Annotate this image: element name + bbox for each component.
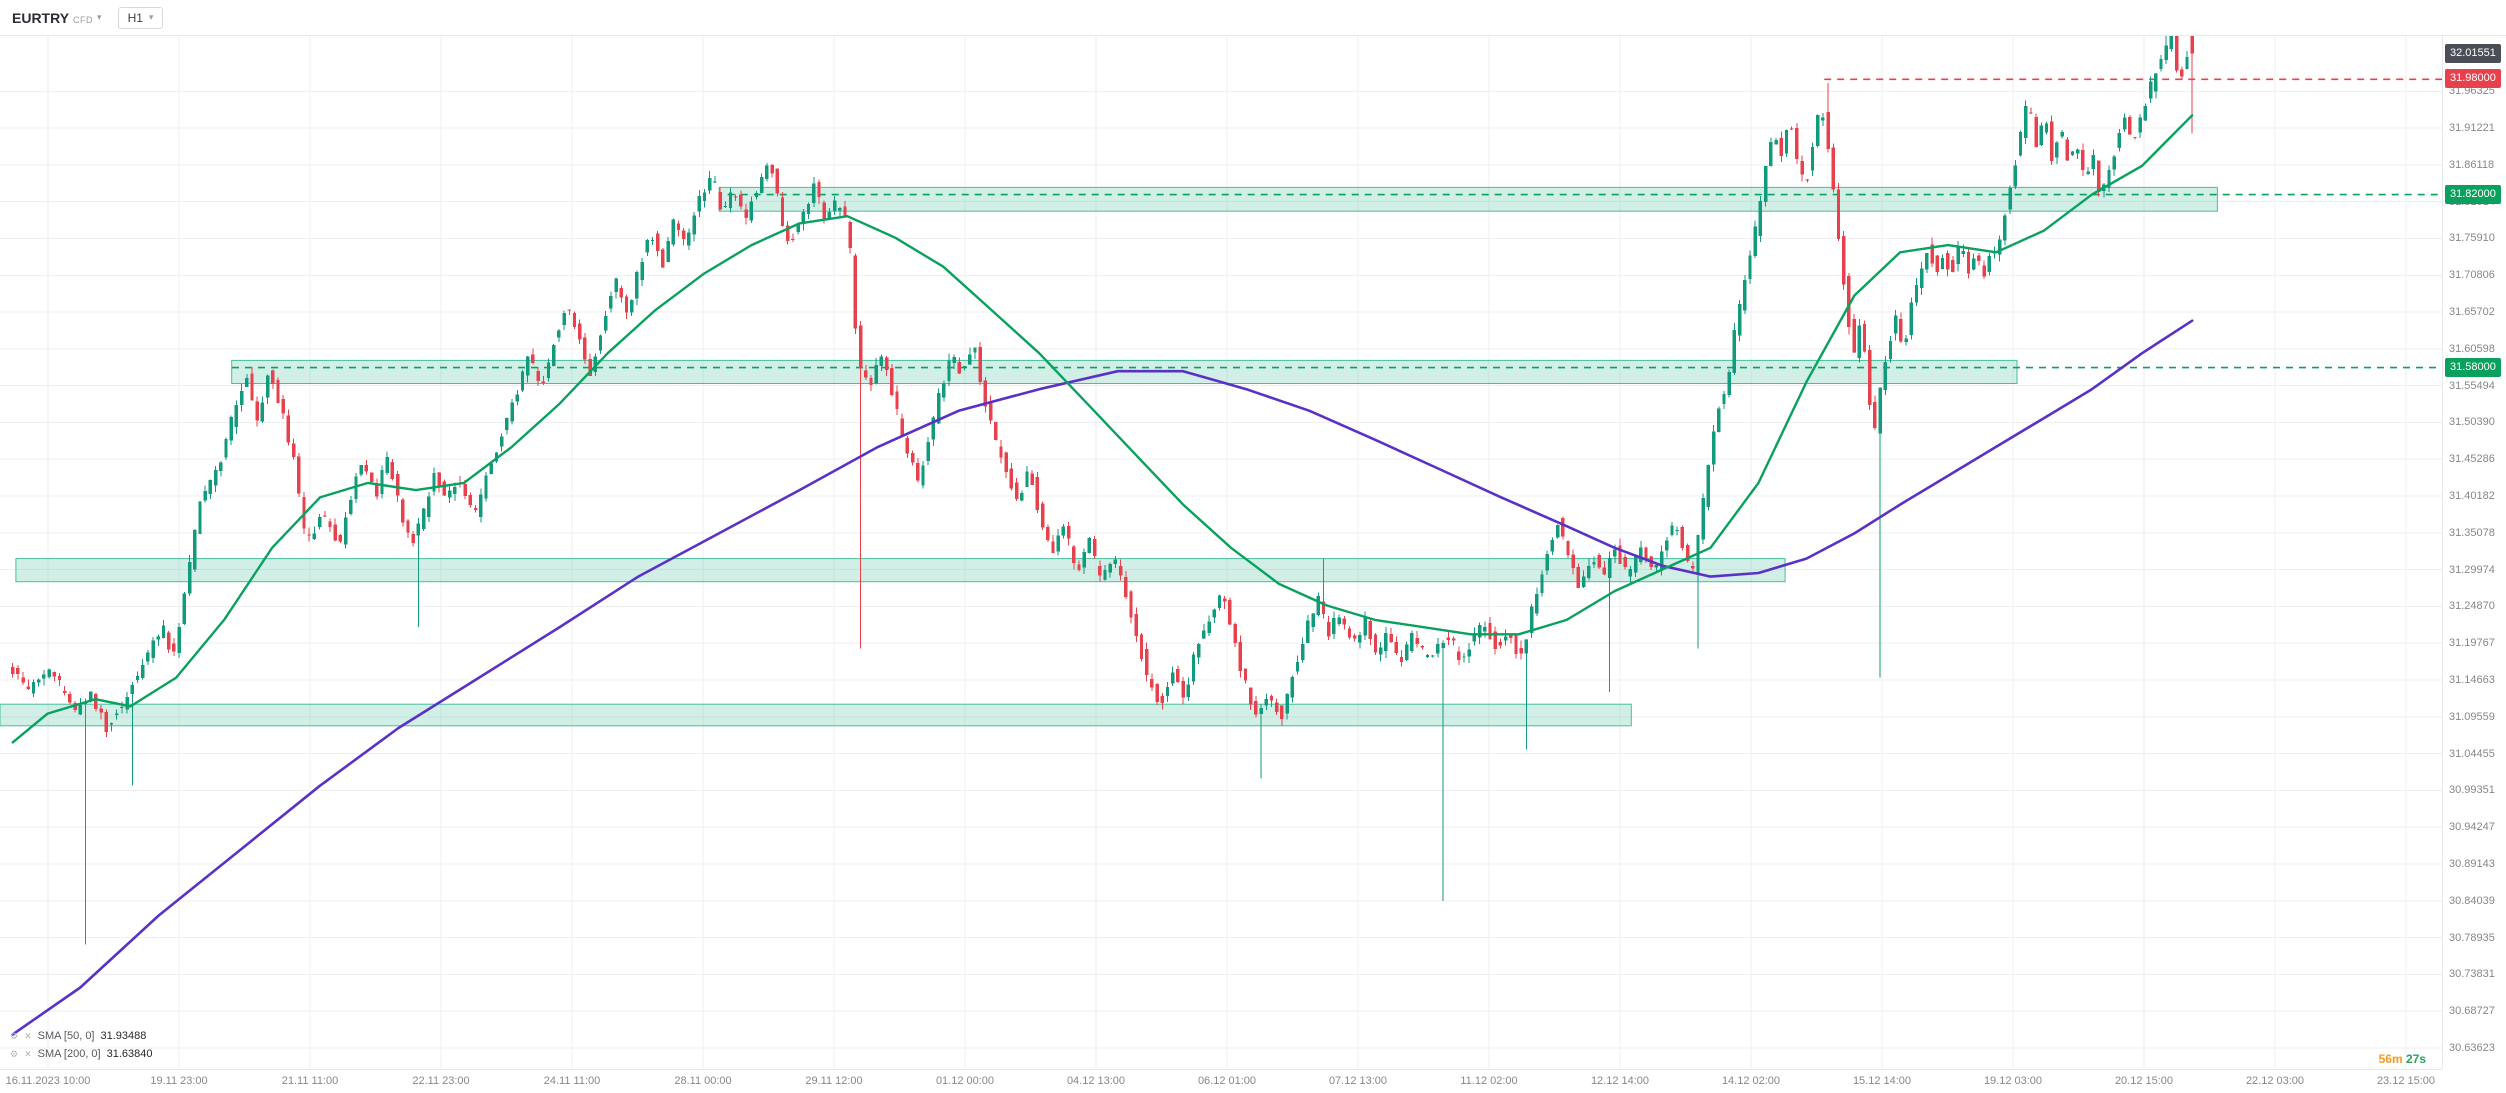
chevron-down-icon: ▾ bbox=[148, 12, 154, 22]
price-tick-label: 30.84039 bbox=[2449, 894, 2495, 907]
price-tick-label: 31.35078 bbox=[2449, 526, 2495, 539]
sma200-label: SMA [200, 0] bbox=[37, 1048, 101, 1060]
timeframe-selector[interactable]: H1 ▾ bbox=[117, 6, 164, 29]
price-tick-label: 31.24870 bbox=[2449, 600, 2495, 613]
candles bbox=[11, 36, 2194, 945]
price-tick-label: 31.29974 bbox=[2449, 563, 2495, 576]
time-tick-label: 28.11 00:00 bbox=[674, 1075, 732, 1087]
price-tick-label: 31.75910 bbox=[2449, 232, 2495, 245]
time-tick-label: 11.12 02:00 bbox=[1460, 1075, 1518, 1087]
settings-icon[interactable]: ⚙ bbox=[10, 1030, 19, 1041]
symbol-type-label: CFD bbox=[73, 14, 94, 25]
sma50-legend-row: ⚙ ✕ SMA [50, 0] 31.93488 bbox=[10, 1027, 153, 1045]
price-tick-label: 30.68727 bbox=[2449, 1005, 2495, 1018]
price-tick-label: 31.04455 bbox=[2449, 747, 2495, 760]
time-tick-label: 06.12 01:00 bbox=[1197, 1075, 1257, 1087]
supply-demand-zone[interactable] bbox=[15, 558, 1786, 583]
price-tick-label: 31.70806 bbox=[2449, 269, 2495, 282]
price-tick-label: 31.09559 bbox=[2449, 710, 2495, 723]
time-tick-label: 07.12 13:00 bbox=[1328, 1075, 1388, 1087]
price-tick-label: 30.94247 bbox=[2449, 821, 2495, 834]
time-tick-label: 29.11 12:00 bbox=[805, 1075, 863, 1087]
time-tick-label: 19.11 23:00 bbox=[150, 1075, 208, 1087]
chevron-down-icon: ▾ bbox=[97, 12, 102, 22]
price-tick-label: 31.45286 bbox=[2449, 453, 2495, 466]
close-icon[interactable]: ✕ bbox=[24, 1030, 32, 1041]
time-tick-label: 21.11 11:00 bbox=[281, 1075, 339, 1087]
time-tick-label: 24.11 11:00 bbox=[543, 1075, 601, 1087]
time-tick-label: 22.11 23:00 bbox=[412, 1075, 470, 1087]
price-tick-label: 31.14663 bbox=[2449, 673, 2495, 686]
sma200-value: 31.63840 bbox=[106, 1048, 153, 1060]
time-tick-label: 12.12 14:00 bbox=[1590, 1075, 1650, 1087]
price-level-badge[interactable]: 31.98000 bbox=[2445, 69, 2501, 89]
time-tick-label: 04.12 13:00 bbox=[1066, 1075, 1126, 1087]
sma50-label: SMA [50, 0] bbox=[37, 1030, 95, 1042]
time-tick-label: 22.12 03:00 bbox=[2245, 1075, 2305, 1087]
sma200-line bbox=[11, 319, 2194, 1036]
price-tick-label: 30.78935 bbox=[2449, 931, 2495, 944]
price-tick-label: 30.99351 bbox=[2449, 784, 2495, 797]
time-tick-label: 15.12 14:00 bbox=[1852, 1075, 1912, 1087]
candlestick-chart[interactable] bbox=[0, 36, 2442, 1069]
settings-icon[interactable]: ⚙ bbox=[10, 1048, 19, 1059]
price-tick-label: 31.96325 bbox=[2449, 85, 2495, 98]
supply-demand-zone[interactable] bbox=[0, 703, 1632, 727]
price-level-badge[interactable]: 31.58000 bbox=[2445, 357, 2501, 377]
price-tick-label: 31.50390 bbox=[2449, 416, 2495, 429]
time-tick-label: 20.12 15:00 bbox=[2114, 1075, 2174, 1087]
close-icon[interactable]: ✕ bbox=[24, 1048, 32, 1059]
price-tick-label: 30.63623 bbox=[2449, 1041, 2495, 1054]
price-tick-label: 31.40182 bbox=[2449, 490, 2495, 503]
price-tick-label: 31.60598 bbox=[2449, 342, 2495, 355]
price-tick-label: 31.91221 bbox=[2449, 122, 2495, 135]
timeframe-value: H1 bbox=[127, 10, 143, 25]
time-tick-label: 14.12 02:00 bbox=[1721, 1075, 1781, 1087]
price-tick-label: 31.86118 bbox=[2449, 158, 2495, 171]
indicator-legend: ⚙ ✕ SMA [50, 0] 31.93488 ⚙ ✕ SMA [200, 0… bbox=[10, 1027, 153, 1063]
candle-countdown: 56m 27s bbox=[2379, 1052, 2426, 1066]
symbol-selector[interactable]: EURTRY CFD ▾ bbox=[12, 10, 102, 26]
chart-area: 31.9632531.9122131.8611831.8101431.75910… bbox=[0, 36, 2506, 1093]
sma50-value: 31.93488 bbox=[100, 1030, 147, 1042]
price-tick-label: 30.73831 bbox=[2449, 968, 2495, 981]
time-axis[interactable]: 16.11.2023 10:00 19.11 23:00 21.11 11:00 22… bbox=[0, 1069, 2442, 1093]
price-tick-label: 31.19767 bbox=[2449, 637, 2495, 650]
price-level-badge[interactable]: 31.82000 bbox=[2445, 184, 2501, 204]
time-tick-label: 01.12 00:00 bbox=[935, 1075, 995, 1087]
time-tick-label: 16.11.2023 10:00 bbox=[5, 1075, 91, 1087]
sma200-legend-row: ⚙ ✕ SMA [200, 0] 31.63840 bbox=[10, 1045, 153, 1063]
countdown-seconds: 27s bbox=[2405, 1052, 2426, 1066]
time-tick-label: 23.12 15:00 bbox=[2376, 1075, 2436, 1087]
price-tick-label: 30.89143 bbox=[2449, 857, 2495, 870]
price-tick-label: 31.65702 bbox=[2449, 306, 2495, 319]
price-tick-label: 31.55494 bbox=[2449, 379, 2495, 392]
countdown-minutes: 56m bbox=[2378, 1052, 2403, 1066]
toolbar: EURTRY CFD ▾ H1 ▾ bbox=[0, 0, 2506, 36]
supply-demand-zone[interactable] bbox=[718, 186, 2218, 212]
time-tick-label: 19.12 03:00 bbox=[1983, 1075, 2043, 1087]
symbol-name: EURTRY bbox=[12, 9, 70, 26]
sma50-line bbox=[11, 114, 2194, 744]
price-axis[interactable]: 31.9632531.9122131.8611831.8101431.75910… bbox=[2442, 36, 2506, 1069]
current-price-badge: 32.01551 bbox=[2445, 43, 2501, 63]
